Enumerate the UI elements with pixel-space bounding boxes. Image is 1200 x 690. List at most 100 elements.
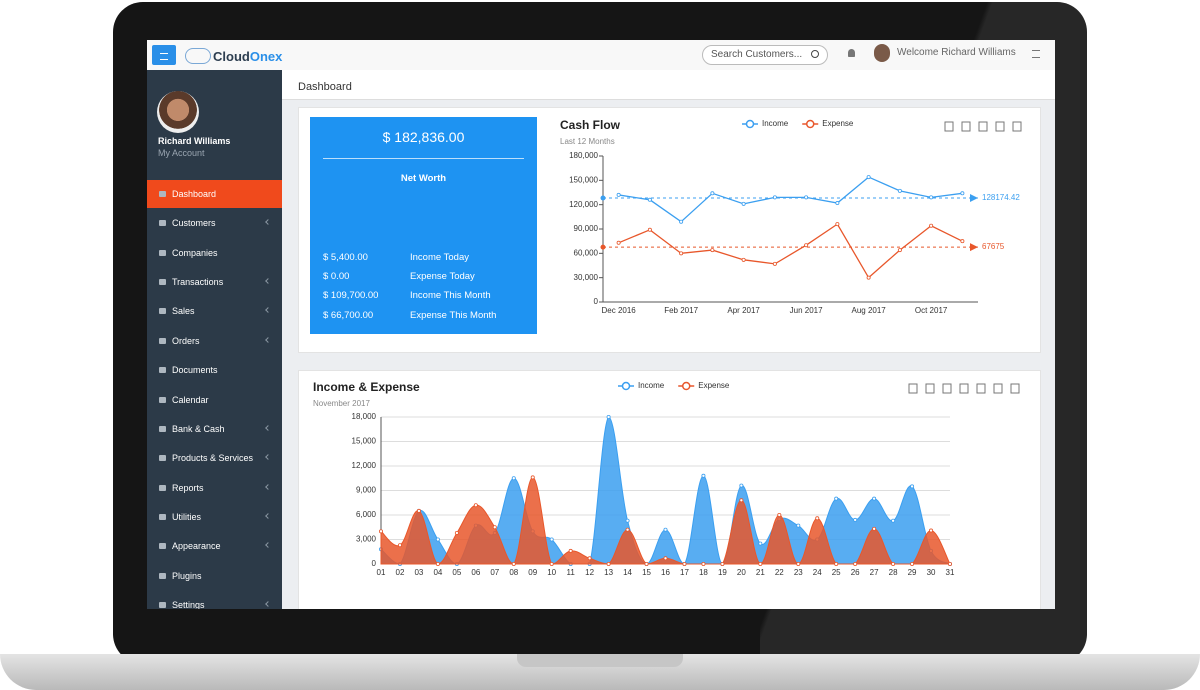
menu-toggle[interactable]: [152, 45, 176, 65]
legend-label[interactable]: Income: [638, 381, 665, 390]
data-point: [739, 483, 744, 488]
data-point: [777, 513, 782, 518]
chart-title: Income & Expense: [313, 380, 420, 394]
x-tick-label: 08: [509, 568, 518, 577]
menu-item[interactable]: Orders: [172, 335, 200, 346]
menu-item[interactable]: Companies: [172, 247, 218, 258]
line: [618, 176, 963, 223]
data-point: [804, 243, 809, 248]
toolbox-icon[interactable]: [942, 383, 952, 394]
menu-item[interactable]: Transactions: [172, 277, 224, 288]
data-point: [606, 562, 611, 567]
menu-item[interactable]: Dashboard: [172, 189, 217, 199]
data-point: [473, 503, 478, 508]
chart-subtitle: Last 12 Months: [560, 137, 615, 146]
menu-item[interactable]: Customers: [172, 218, 216, 229]
menu-item[interactable]: Sales: [172, 306, 195, 317]
data-point: [454, 530, 459, 535]
data-point: [960, 191, 965, 196]
data-point: [804, 195, 809, 200]
menu-icon: [159, 337, 166, 344]
data-point: [872, 496, 877, 501]
page-title: Dashboard: [298, 81, 352, 93]
topbar-menu-icon[interactable]: [1032, 50, 1040, 58]
data-point: [416, 508, 421, 513]
menu-icon: [159, 455, 166, 462]
x-tick-label: 31: [946, 568, 955, 577]
x-tick-label: Oct 2017: [915, 306, 948, 315]
menu-item[interactable]: Calendar: [172, 394, 209, 405]
toolbox-icon[interactable]: [925, 383, 935, 394]
x-tick-label: 06: [471, 568, 480, 577]
toolbox-icon[interactable]: [908, 383, 918, 394]
menu-icon: [159, 249, 166, 256]
data-point: [758, 541, 763, 546]
x-tick-label: 03: [414, 568, 423, 577]
data-point: [835, 222, 840, 227]
toolbox-icon[interactable]: [993, 383, 1003, 394]
menu-icon: [159, 484, 166, 491]
data-point: [872, 526, 877, 531]
y-tick-label: 120,000: [569, 200, 598, 209]
data-point: [834, 562, 839, 567]
x-tick-label: 10: [547, 568, 556, 577]
data-point: [739, 498, 744, 503]
menu-item[interactable]: Products & Services: [172, 453, 254, 464]
y-tick-label: 15,000: [352, 437, 377, 446]
mean-arrow: [970, 194, 978, 203]
income-expense-panel: [298, 370, 1041, 609]
menu-item[interactable]: Bank & Cash: [172, 423, 225, 434]
topbar-avatar: [874, 44, 890, 62]
welcome-text[interactable]: Welcome Richard Williams: [897, 47, 1016, 58]
toolbox-icon[interactable]: [976, 383, 986, 394]
summary-label: Expense Today: [410, 271, 475, 283]
sidebar-account-link[interactable]: My Account: [158, 148, 205, 158]
toolbox-icon[interactable]: [1010, 383, 1020, 394]
sidebar-user-name: Richard Williams: [158, 136, 231, 146]
legend-label[interactable]: Expense: [822, 119, 854, 128]
legend-marker: [621, 381, 631, 391]
x-tick-label: 12: [585, 568, 594, 577]
laptop-notch: [517, 654, 683, 667]
page-header: [282, 70, 1055, 100]
x-tick-label: 27: [870, 568, 879, 577]
menu-item[interactable]: Reports: [172, 482, 204, 493]
screen: CloudOnex Search Customers... Welcome Rich…: [147, 40, 1055, 609]
search-box[interactable]: Search Customers...: [702, 45, 828, 65]
toolbox-icon[interactable]: [959, 383, 969, 394]
legend-label[interactable]: Income: [762, 119, 789, 128]
menu-item[interactable]: Documents: [172, 365, 218, 376]
summary-box: $ 182,836.00 Net Worth $ 5,400.00 Income To…: [310, 117, 537, 334]
menu-item[interactable]: Settings: [172, 600, 205, 609]
data-point: [929, 528, 934, 533]
toolbox-icon[interactable]: [978, 121, 988, 132]
data-point: [960, 239, 965, 244]
data-point: [682, 562, 687, 567]
data-point: [796, 562, 801, 567]
data-point: [834, 496, 839, 501]
x-tick-label: 11: [567, 568, 576, 577]
notification-bell[interactable]: [848, 49, 855, 57]
legend-label[interactable]: Expense: [698, 381, 730, 390]
data-point: [701, 562, 706, 567]
net-worth-amount: $ 182,836.00: [382, 129, 465, 145]
menu-item[interactable]: Utilities: [172, 511, 202, 522]
data-point: [568, 548, 573, 553]
data-point: [891, 562, 896, 567]
toolbox-icon[interactable]: [944, 121, 954, 132]
x-tick-label: 15: [642, 568, 651, 577]
toolbox-icon[interactable]: [995, 121, 1005, 132]
mean-start: [600, 195, 606, 201]
y-tick-label: 18,000: [352, 412, 377, 421]
menu-item[interactable]: Plugins: [172, 570, 202, 581]
data-point: [644, 562, 649, 567]
mean-arrow: [970, 243, 978, 252]
toolbox-icon[interactable]: [961, 121, 971, 132]
menu-item[interactable]: Appearance: [172, 541, 221, 552]
toolbox-icon[interactable]: [1012, 121, 1022, 132]
legend-marker: [745, 119, 755, 129]
y-tick-label: 3,000: [356, 535, 377, 544]
data-point: [897, 188, 902, 193]
menu-icon: [159, 367, 166, 374]
data-point: [435, 537, 440, 542]
